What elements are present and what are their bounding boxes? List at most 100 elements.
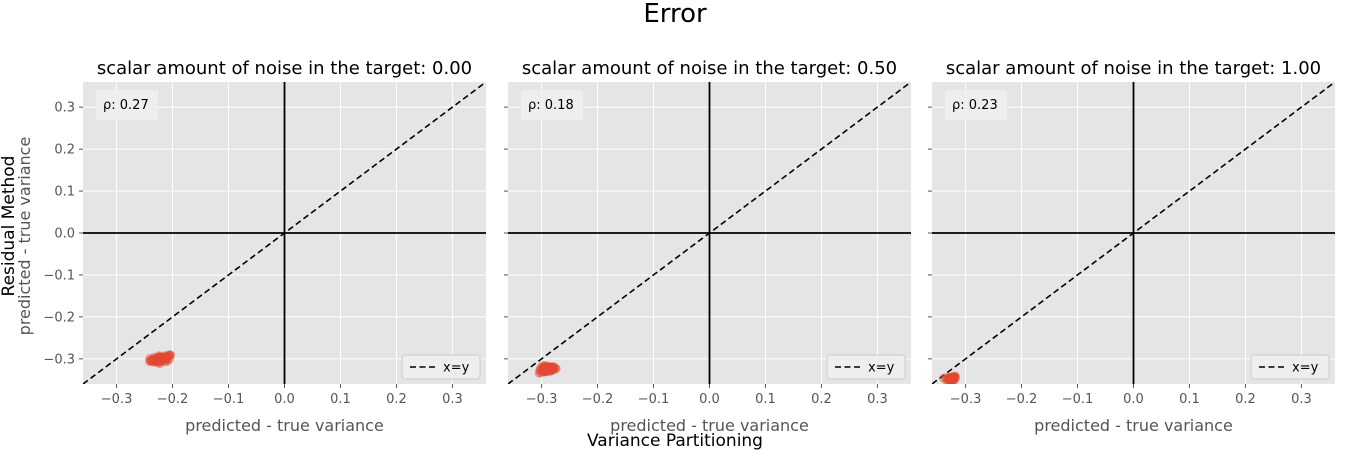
data-point — [942, 375, 952, 384]
data-point — [547, 365, 557, 375]
data-point — [543, 365, 553, 375]
data-point — [947, 373, 957, 383]
data-point — [152, 357, 162, 367]
data-point — [539, 363, 549, 374]
data-point — [551, 364, 561, 374]
legend-label: x=y — [1292, 361, 1319, 376]
data-point — [164, 350, 175, 360]
data-point — [550, 363, 560, 374]
panel-2: −0.3 −0.2 −0.1 0.0 0.1 0.2 0.3 scalar amount of… — [504, 58, 911, 435]
data-point — [543, 363, 553, 374]
data-point — [148, 356, 158, 367]
legend-box — [826, 354, 906, 380]
data-point — [147, 356, 157, 366]
data-point — [537, 361, 547, 372]
rho-annotation: ρ: 0.18 — [528, 98, 574, 113]
x-tick-label: 0.2 — [1235, 392, 1256, 407]
x-tick-label: −0.3 — [950, 392, 982, 407]
data-point — [949, 376, 959, 384]
x-tick-label: 0.3 — [867, 392, 888, 407]
x-tick-label: 0.2 — [811, 392, 832, 407]
data-point — [538, 364, 548, 374]
data-point — [545, 364, 555, 374]
data-point — [939, 373, 949, 383]
data-point — [150, 354, 160, 364]
panel-3: −0.3 −0.2 −0.1 0.0 0.1 0.2 0.3 scalar amount of… — [928, 58, 1335, 435]
data-point — [946, 372, 956, 382]
data-point — [544, 366, 554, 376]
rho-box — [945, 90, 1007, 120]
data-point — [548, 362, 559, 372]
data-point — [155, 358, 165, 369]
data-point — [547, 364, 557, 374]
data-point — [544, 362, 554, 372]
data-point — [543, 364, 553, 375]
data-point — [950, 371, 960, 381]
data-point — [538, 367, 548, 377]
data-point — [944, 373, 955, 383]
data-point — [947, 373, 957, 383]
data-point — [157, 355, 168, 365]
data-point — [548, 363, 558, 374]
data-point — [948, 373, 958, 383]
data-point — [159, 353, 169, 363]
data-point — [147, 354, 157, 364]
x-tick-label: 0.1 — [330, 392, 351, 407]
data-point — [145, 353, 155, 364]
data-point — [153, 356, 163, 366]
panel-title: scalar amount of noise in the target: 0.… — [97, 58, 472, 79]
data-point — [155, 354, 165, 364]
data-point — [158, 354, 169, 364]
data-point — [949, 373, 959, 383]
plot-content — [83, 82, 486, 384]
data-point — [949, 374, 959, 384]
data-point — [537, 366, 547, 376]
data-point — [944, 373, 954, 383]
data-point — [163, 356, 173, 366]
x-tick-label: 0.0 — [699, 392, 720, 407]
x-tick-label: 0.3 — [1291, 392, 1312, 407]
x-tick-label: −0.1 — [213, 392, 245, 407]
data-point — [548, 365, 558, 375]
data-point — [147, 355, 157, 366]
data-point — [155, 352, 165, 363]
figure-ylabel: predicted - true variance — [15, 137, 34, 336]
plot-content — [508, 82, 911, 384]
data-point — [160, 351, 170, 361]
data-point — [543, 361, 553, 372]
data-point — [540, 362, 550, 372]
data-point — [156, 356, 166, 366]
data-point — [155, 355, 165, 365]
data-point — [947, 375, 958, 384]
data-point — [946, 374, 956, 384]
data-point — [946, 372, 956, 382]
x-tick-label: −0.3 — [526, 392, 558, 407]
x-tick-label: −0.1 — [638, 392, 670, 407]
data-point — [547, 362, 557, 372]
data-point — [543, 364, 553, 374]
x-tick-label: −0.2 — [582, 392, 614, 407]
data-point — [946, 374, 957, 384]
data-point — [160, 353, 170, 363]
data-point — [145, 356, 155, 367]
data-point — [947, 372, 957, 383]
x-tick-label: 0.2 — [386, 392, 407, 407]
x-tick-label: 0.0 — [274, 392, 295, 407]
data-point — [154, 353, 164, 364]
data-point — [949, 374, 959, 384]
data-point — [947, 373, 957, 383]
identity-line — [932, 82, 1335, 384]
data-point — [156, 352, 166, 362]
data-point — [946, 375, 956, 384]
data-point — [947, 375, 958, 384]
data-point — [947, 373, 957, 384]
data-point — [943, 374, 954, 384]
data-point — [540, 367, 550, 377]
data-point — [943, 374, 953, 384]
data-point — [161, 353, 172, 364]
data-point — [156, 356, 166, 366]
figure-supxlabel: Variance Partitioning — [587, 431, 763, 450]
data-point — [542, 362, 552, 372]
data-point — [535, 365, 545, 375]
